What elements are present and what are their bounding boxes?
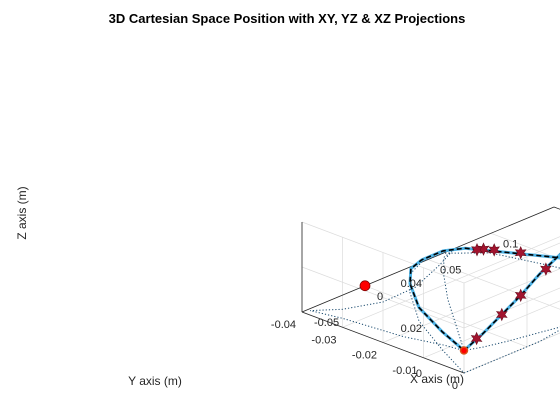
plot-area <box>309 242 560 374</box>
z-tick-label: 0 <box>416 368 422 380</box>
x-tick-label: 0.05 <box>440 265 461 277</box>
goal-point-marker <box>359 280 371 292</box>
reference-3d-line <box>409 247 560 352</box>
xz-projection-line <box>463 253 560 351</box>
z-gridline <box>301 266 560 329</box>
chart-title: 3D Cartesian Space Position with XY, YZ … <box>109 11 466 26</box>
via-point-marker <box>540 262 552 276</box>
start-point-marker <box>459 346 469 355</box>
x-tick-label: -0.05 <box>314 317 339 329</box>
y-gridline <box>382 268 560 343</box>
y-tick-label: -0.01 <box>392 365 417 377</box>
y-gridline <box>463 332 560 374</box>
via-point-marker <box>471 242 483 257</box>
via-point-marker <box>514 245 527 260</box>
via-point-marker <box>495 307 508 322</box>
z-tick-label: 0.02 <box>401 323 422 335</box>
y-gridline <box>342 236 560 328</box>
axis-line <box>301 311 465 374</box>
axes-panes <box>301 206 560 374</box>
y-tick-label: -0.03 <box>311 334 336 346</box>
x-axis-label: X axis (m) <box>410 372 464 386</box>
z-tick-label: 0.04 <box>401 278 422 290</box>
x-tick-label: 0.1 <box>503 238 518 250</box>
axis-ticks: -0.0500.050.10.15-0.04-0.03-0.02-0.01000… <box>271 238 518 392</box>
y-axis-label: Y axis (m) <box>128 374 182 388</box>
y-tick-label: -0.02 <box>352 350 377 362</box>
z-axis-label: Z axis (m) <box>15 186 29 239</box>
y-tick-label: -0.04 <box>271 319 296 331</box>
via-point-marker <box>470 331 483 346</box>
y-tick-label: 0 <box>452 380 458 392</box>
via-point-marker <box>514 288 527 303</box>
x-gridline <box>490 232 560 260</box>
x-tick-label: 0 <box>377 291 383 303</box>
yz-projection-line <box>309 250 465 351</box>
z-gridline <box>301 221 560 284</box>
y-gridline <box>423 300 560 359</box>
via-point-marker <box>488 243 500 257</box>
